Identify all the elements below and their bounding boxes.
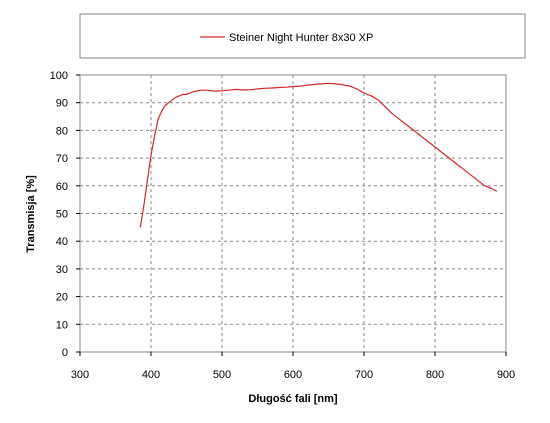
x-tick-label: 500 [213, 369, 231, 381]
y-tick-label: 50 [56, 209, 68, 221]
y-tick-label: 20 [56, 292, 68, 304]
series-line [139, 82, 498, 228]
y-tick-label: 100 [50, 70, 68, 82]
series-layer [139, 82, 498, 228]
y-tick-label: 90 [56, 98, 68, 110]
y-axis-ticks: 0 10 20 30 40 50 60 70 80 90 100 [50, 70, 80, 359]
y-tick-label: 30 [56, 264, 68, 276]
x-axis-title: Długość fali [nm] [248, 393, 338, 405]
x-tick-label: 600 [284, 369, 302, 381]
legend: Steiner Night Hunter 8x30 XP [79, 13, 526, 59]
x-tick-label: 900 [497, 369, 515, 381]
x-tick-label: 700 [355, 369, 373, 381]
x-tick-label: 800 [426, 369, 444, 381]
y-tick-label: 70 [56, 153, 68, 165]
y-axis-title: Transmisja [%] [25, 175, 37, 253]
y-tick-label: 60 [56, 181, 68, 193]
legend-label: Steiner Night Hunter 8x30 XP [229, 32, 373, 44]
y-tick-label: 10 [56, 319, 68, 331]
x-axis-ticks: 300 400 500 600 700 800 900 [71, 352, 515, 381]
y-tick-label: 80 [56, 125, 68, 137]
gridlines [80, 75, 506, 352]
y-tick-label: 40 [56, 236, 68, 248]
x-tick-label: 400 [142, 369, 160, 381]
legend-box [79, 13, 526, 59]
y-tick-label: 0 [62, 347, 68, 359]
x-tick-label: 300 [71, 369, 89, 381]
